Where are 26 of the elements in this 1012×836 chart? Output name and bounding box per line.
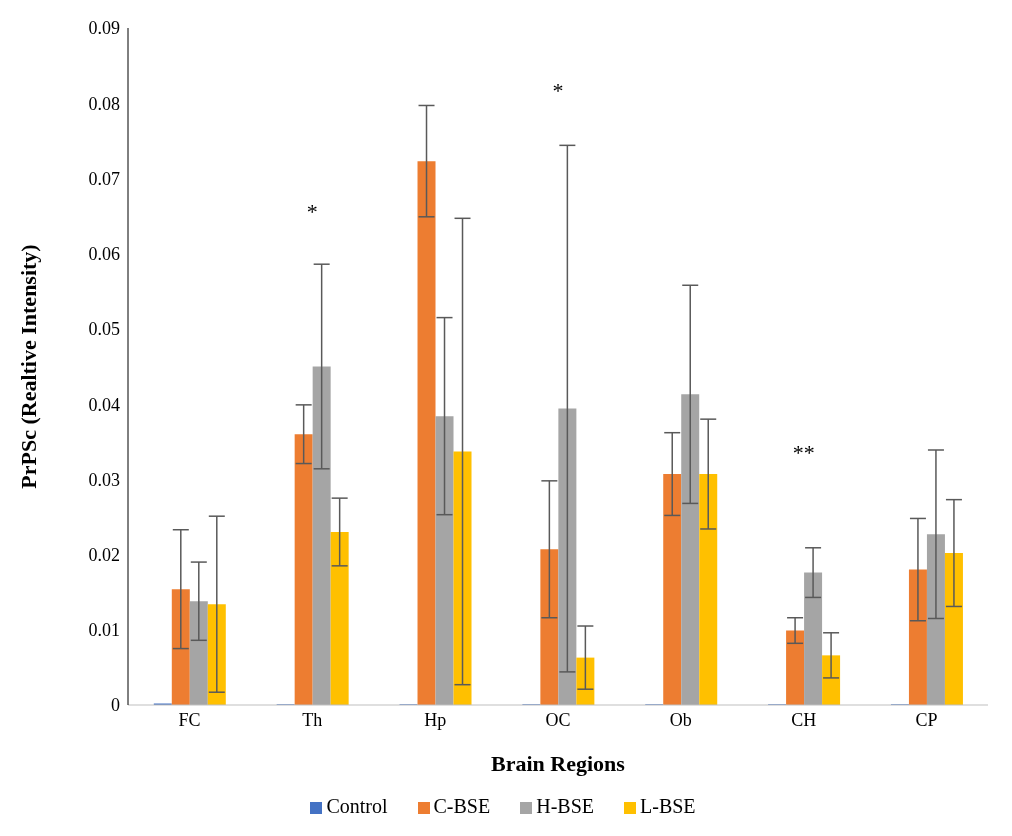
legend-label: Control — [326, 795, 388, 817]
x-tick-label: FC — [178, 709, 201, 730]
x-tick-label: OC — [545, 709, 571, 730]
y-tick-label: 0.08 — [88, 93, 120, 114]
annotation: * — [552, 78, 564, 104]
y-axis-title: PrPSc (Realtive Intensity) — [15, 244, 41, 489]
y-tick-label: 0 — [111, 695, 120, 716]
y-tick-label: 0.05 — [88, 319, 120, 340]
y-tick-label: 0.02 — [88, 544, 120, 565]
legend-label: H-BSE — [536, 795, 595, 817]
x-tick-label: CP — [915, 709, 938, 730]
annotation: ** — [792, 439, 815, 465]
y-tick-label: 0.01 — [88, 620, 120, 641]
y-tick-label: 0.03 — [88, 469, 120, 490]
annotation: * — [306, 199, 318, 225]
x-tick-label: Th — [302, 709, 323, 730]
y-tick-label: 0.04 — [88, 394, 120, 415]
legend-label: L-BSE — [640, 795, 696, 817]
x-tick-label: Hp — [424, 709, 447, 730]
x-tick-label: Ob — [669, 709, 692, 730]
y-tick-label: 0.06 — [88, 244, 120, 265]
x-tick-label: CH — [791, 709, 817, 730]
legend-label: C-BSE — [433, 795, 491, 817]
x-axis-title: Brain Regions — [491, 750, 626, 776]
y-tick-label: 0.09 — [88, 18, 120, 39]
y-tick-label: 0.07 — [88, 168, 120, 189]
